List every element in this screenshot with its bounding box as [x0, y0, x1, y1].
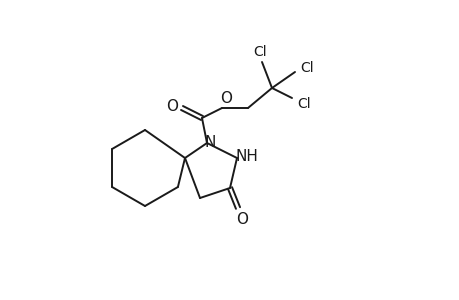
Text: Cl: Cl: [252, 45, 266, 59]
Text: Cl: Cl: [297, 97, 310, 111]
Text: Cl: Cl: [300, 61, 313, 75]
Text: N: N: [204, 134, 215, 149]
Text: O: O: [166, 98, 178, 113]
Text: NH: NH: [235, 148, 258, 164]
Text: O: O: [219, 91, 231, 106]
Text: O: O: [235, 212, 247, 227]
